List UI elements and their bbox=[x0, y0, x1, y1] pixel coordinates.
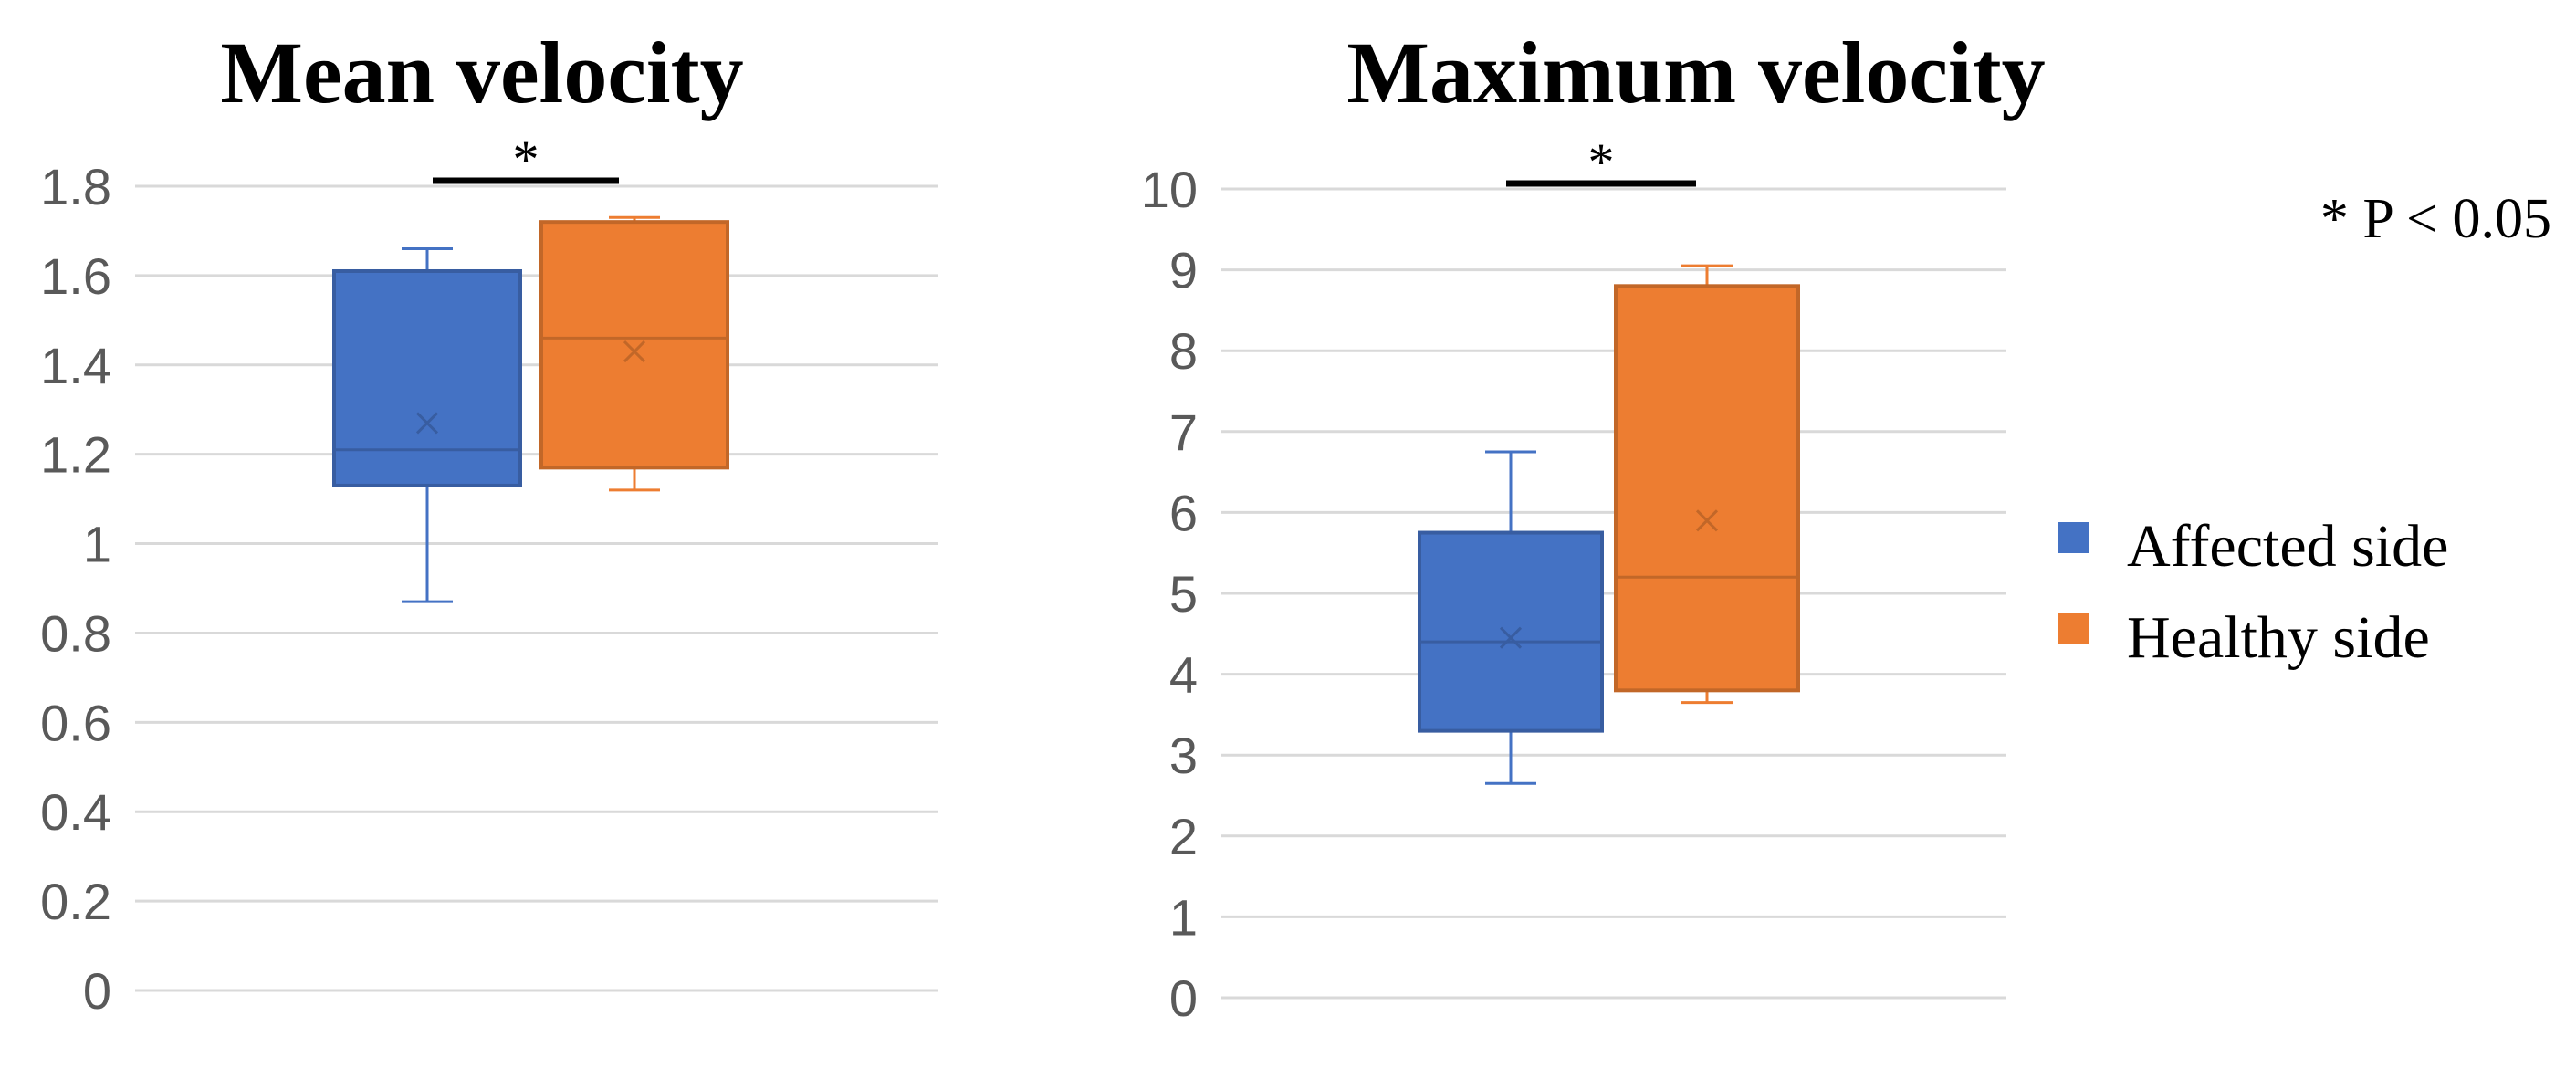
y-tick-label: 1 bbox=[83, 516, 111, 573]
y-tick-label: 1 bbox=[1169, 888, 1198, 946]
maximum-velocity-chart: Maximum velocity 0 1 2 3 4 5 6 7 8 9 10 * bbox=[1141, 24, 2046, 1027]
legend-label-healthy: Healthy side bbox=[2127, 604, 2430, 671]
y-tick-label: 5 bbox=[1169, 565, 1198, 623]
legend-label-affected: Affected side bbox=[2127, 513, 2448, 580]
chart-title: Maximum velocity bbox=[1346, 24, 2045, 121]
p-value-annotation: * P < 0.05 bbox=[2320, 188, 2551, 250]
mean-marker bbox=[623, 340, 646, 363]
y-tick-label: 1.4 bbox=[40, 337, 111, 394]
iqr-box bbox=[1614, 284, 1800, 693]
y-tick-label: 4 bbox=[1169, 646, 1198, 704]
iqr-box bbox=[539, 220, 729, 470]
iqr-box bbox=[1418, 530, 1604, 733]
box-affected bbox=[1418, 450, 1604, 785]
y-tick-label: 6 bbox=[1169, 484, 1198, 541]
y-tick-label: 1.8 bbox=[40, 158, 111, 215]
y-tick-label: 1.2 bbox=[40, 426, 111, 484]
y-tick-label: 0 bbox=[1169, 969, 1198, 1027]
significance-star: * bbox=[513, 130, 539, 189]
y-tick-label: 1.6 bbox=[40, 247, 111, 305]
legend-swatch-healthy bbox=[2058, 613, 2089, 644]
mean-marker bbox=[415, 412, 439, 435]
y-tick-label: 0.8 bbox=[40, 604, 111, 662]
significance-star: * bbox=[1588, 132, 1615, 192]
mean-marker bbox=[1499, 626, 1523, 649]
legend: Affected side Healthy side bbox=[2058, 513, 2448, 671]
y-tick-label: 0.6 bbox=[40, 694, 111, 751]
mean-marker bbox=[1695, 509, 1719, 532]
y-tick-label: 3 bbox=[1169, 727, 1198, 784]
box-healthy bbox=[1614, 264, 1800, 705]
y-tick-label: 8 bbox=[1169, 322, 1198, 380]
y-tick-label: 7 bbox=[1169, 403, 1198, 461]
y-tick-label: 10 bbox=[1141, 161, 1198, 218]
y-tick-label: 0.2 bbox=[40, 873, 111, 930]
mean-velocity-chart: Mean velocity 0 0.2 0.4 0.6 0.8 1 1.2 1.4 1.6 1.8… bbox=[40, 24, 938, 1020]
iqr-box bbox=[332, 268, 522, 487]
y-tick-label: 9 bbox=[1169, 242, 1198, 299]
chart-title: Mean velocity bbox=[220, 24, 743, 121]
y-tick-label: 2 bbox=[1169, 808, 1198, 865]
y-tick-label: 0.4 bbox=[40, 783, 111, 841]
y-tick-label: 0 bbox=[83, 962, 111, 1020]
box-affected bbox=[332, 247, 522, 603]
box-healthy bbox=[539, 215, 729, 492]
legend-swatch-affected bbox=[2058, 522, 2089, 553]
